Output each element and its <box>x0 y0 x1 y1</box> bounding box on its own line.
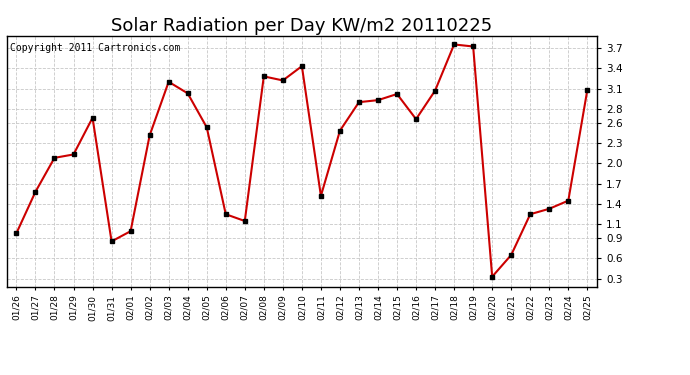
Title: Solar Radiation per Day KW/m2 20110225: Solar Radiation per Day KW/m2 20110225 <box>111 18 493 36</box>
Text: Copyright 2011 Cartronics.com: Copyright 2011 Cartronics.com <box>10 43 180 53</box>
